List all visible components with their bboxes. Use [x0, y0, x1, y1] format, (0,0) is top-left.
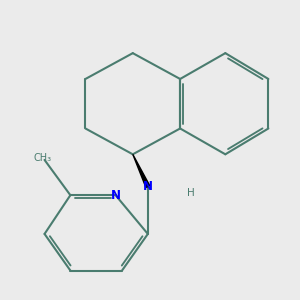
Text: N: N — [143, 180, 153, 193]
Polygon shape — [133, 154, 150, 188]
Text: H: H — [187, 188, 195, 198]
Text: N: N — [111, 189, 121, 202]
Text: CH₃: CH₃ — [34, 153, 52, 163]
